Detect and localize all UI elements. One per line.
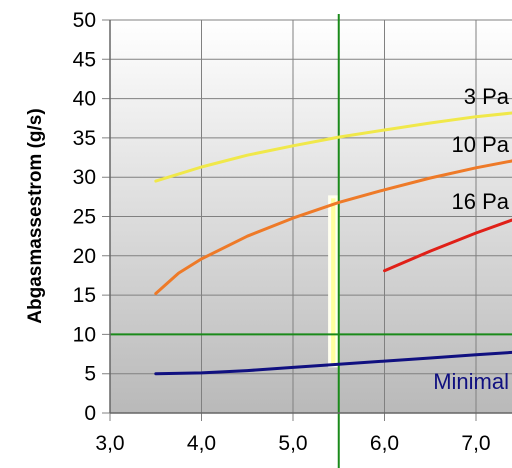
y-tick-label: 40 [73,88,96,111]
x-tick-label: 7,0 [461,432,490,455]
reference-lines-layer [110,14,512,468]
series-labels: 3 Pa 10 Pa 16 Pa Minimal [433,84,510,394]
x-tick-label: 4,0 [187,432,216,455]
y-tick-label: 10 [73,323,96,346]
series-line-10-pa [154,159,512,295]
series-label-16-pa: 16 Pa [452,189,510,214]
series-line-16-pa [383,218,512,273]
y-tick-label: 30 [73,166,96,189]
highlight-band [328,195,339,368]
series-layer [154,111,512,376]
series-label-3-pa: 3 Pa [464,84,510,109]
y-tick-label: 15 [73,284,96,307]
series-line-3-pa [154,111,512,183]
y-tick-label: 5 [84,363,96,386]
series-line-minimal [154,350,512,376]
y-tick-label: 0 [84,402,96,425]
highlight-band-layer [328,195,339,368]
x-tick-label: 6,0 [370,432,399,455]
y-tick-label: 45 [73,48,96,71]
y-tick-label: 50 [73,9,96,32]
x-tick-label: 5,0 [278,432,307,455]
tick-labels: 0 5 10 15 20 25 30 35 40 45 50 3,0 4,0 5,0 6,0 7,0 [73,9,491,455]
axis-layer [109,20,512,414]
series-label-minimal: Minimal [433,369,509,394]
series-label-10-pa: 10 Pa [452,132,510,157]
y-tick-label: 35 [73,127,96,150]
y-tick-label: 25 [73,206,96,229]
x-tick-label: 3,0 [95,432,124,455]
y-axis-label: Abgasmassestrom (g/s) [25,108,46,323]
y-tick-label: 20 [73,245,96,268]
